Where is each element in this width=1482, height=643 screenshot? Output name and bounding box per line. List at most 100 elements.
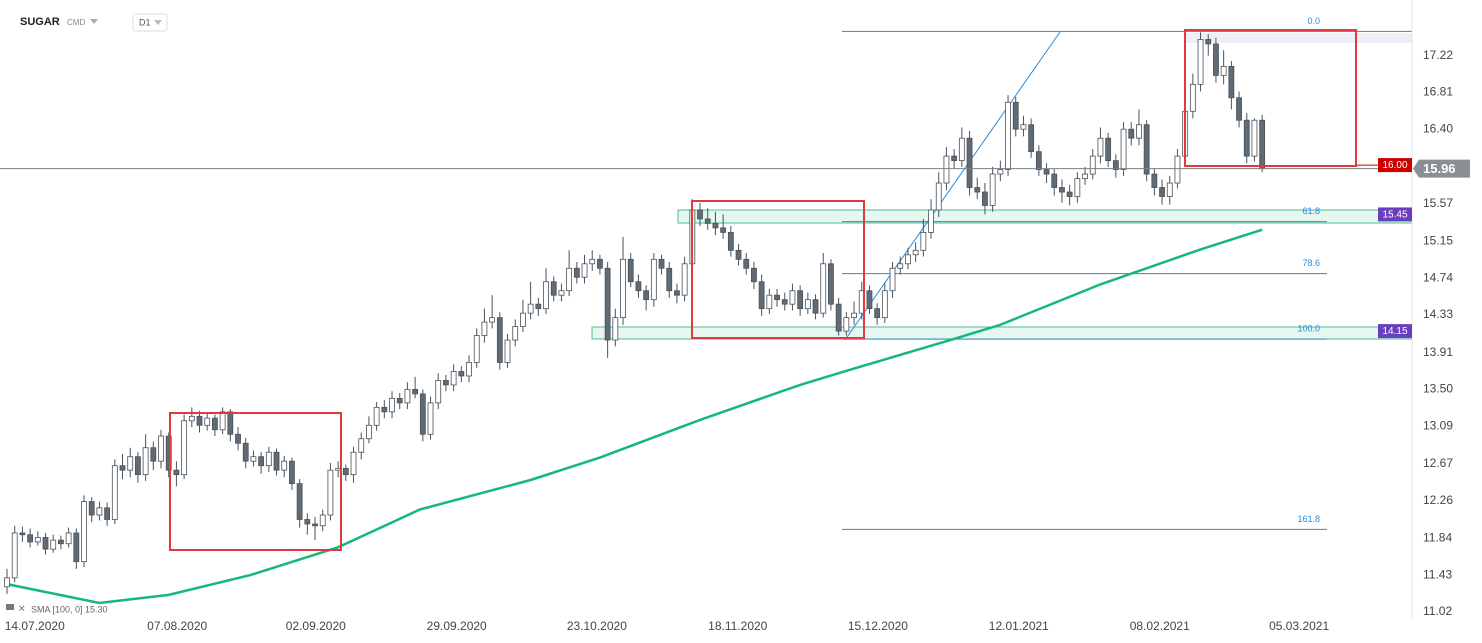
candle-body	[1105, 137, 1112, 162]
overlay: 17.22 16.81 16.40 15.57 15.15 14.74 14.33 13.91…	[5, 48, 1470, 633]
candle-body	[1213, 43, 1219, 76]
candle-body	[1128, 128, 1135, 139]
candle-body	[951, 155, 958, 162]
candle-body	[342, 467, 349, 476]
candle-body	[589, 258, 596, 265]
candle-body	[1136, 124, 1142, 139]
dropdown-icon[interactable]	[154, 20, 162, 25]
candle-body	[1197, 39, 1204, 85]
dropdown-icon[interactable]	[90, 19, 98, 24]
y-tick-label: 15.57	[1423, 196, 1453, 210]
candle-body	[843, 317, 850, 332]
level-tag-label: 15.45	[1382, 210, 1407, 221]
y-tick-label: 11.02	[1423, 604, 1452, 618]
candle-body	[227, 411, 234, 435]
candle-body	[350, 451, 357, 476]
highlight-box	[691, 200, 865, 339]
market: CMD	[67, 18, 85, 27]
candle-body	[543, 281, 549, 310]
y-tick-label: 13.09	[1423, 418, 1453, 432]
candle-body	[65, 532, 72, 545]
candle-body	[905, 254, 911, 265]
candle-body	[1166, 182, 1173, 197]
x-tick-label: 15.12.2020	[848, 619, 908, 633]
candle-body	[458, 371, 465, 377]
close-icon[interactable]: ✕	[18, 603, 26, 613]
candle-body	[373, 406, 380, 426]
candle-body	[1143, 124, 1150, 175]
x-tick-label: 08.02.2021	[1130, 619, 1190, 633]
x-tick-label: 07.08.2020	[147, 619, 207, 633]
candle-body	[920, 231, 927, 251]
candle-body	[935, 182, 942, 211]
fib-label: 0.0	[1307, 16, 1320, 26]
indicator-label: SMA [100, 0] 15.30	[31, 604, 108, 614]
candle-body	[804, 299, 811, 310]
fib-label: 78.6	[1302, 258, 1320, 268]
candle-body	[573, 267, 580, 278]
candle-body	[81, 501, 87, 563]
x-tick-label: 05.03.2021	[1269, 619, 1329, 633]
level-tag-label: 14.15	[1382, 326, 1407, 337]
candle-body	[550, 281, 557, 296]
candle-body	[319, 514, 326, 527]
candle-body	[1259, 119, 1266, 170]
candle-body	[265, 451, 272, 467]
candle-body	[312, 523, 318, 527]
candle-body	[188, 415, 195, 422]
candle-body	[366, 424, 372, 440]
candle-body	[1205, 39, 1212, 45]
candle-body	[581, 263, 588, 278]
candle-body	[1051, 173, 1058, 188]
candle-body	[520, 312, 526, 327]
candle-body	[358, 438, 365, 453]
candle-body	[404, 389, 411, 404]
candle-body	[943, 155, 950, 184]
symbol: SUGAR	[20, 16, 60, 28]
candle-body	[389, 397, 395, 413]
candle-body	[1020, 124, 1027, 130]
timeframe-select[interactable]	[132, 13, 168, 32]
fib-label: 161.8	[1297, 514, 1320, 524]
x-tick-label: 23.10.2020	[567, 619, 627, 633]
candle-body	[50, 539, 57, 550]
candle-body	[758, 281, 765, 310]
candle-body	[142, 447, 149, 476]
candle-body	[704, 218, 711, 224]
candle-body	[766, 294, 773, 310]
candle-body	[1243, 119, 1250, 157]
y-tick-label: 15.15	[1423, 234, 1453, 248]
level-tag	[1378, 158, 1412, 173]
y-tick-label: 14.33	[1423, 307, 1453, 321]
candle-body	[558, 290, 565, 296]
x-tick-label: 12.01.2021	[989, 619, 1049, 633]
candle-body	[412, 389, 419, 395]
candle-body	[119, 465, 126, 471]
candle-body	[196, 415, 203, 426]
candle-body	[751, 267, 757, 283]
candle-body	[419, 393, 426, 435]
candle-body	[974, 187, 981, 193]
candle-body	[597, 258, 603, 269]
candle-body	[512, 326, 519, 341]
x-tick-label: 14.07.2020	[5, 619, 65, 633]
candle-body	[235, 433, 241, 444]
y-tick-label: 16.40	[1423, 121, 1453, 135]
indicator-icon[interactable]	[6, 604, 14, 610]
candle-body	[789, 290, 796, 305]
x-tick-label: 29.09.2020	[427, 619, 487, 633]
candle-body	[242, 442, 249, 462]
candle-body	[851, 312, 857, 319]
candle-body	[697, 209, 703, 220]
candle-body	[712, 223, 719, 229]
candle-body	[473, 335, 480, 363]
candle-body	[27, 534, 34, 543]
candle-body	[874, 308, 881, 319]
candle-body	[489, 317, 496, 323]
candle-body	[273, 451, 280, 471]
candle-body	[666, 267, 673, 292]
candle-body	[735, 249, 742, 260]
y-tick-label: 13.91	[1423, 345, 1453, 359]
